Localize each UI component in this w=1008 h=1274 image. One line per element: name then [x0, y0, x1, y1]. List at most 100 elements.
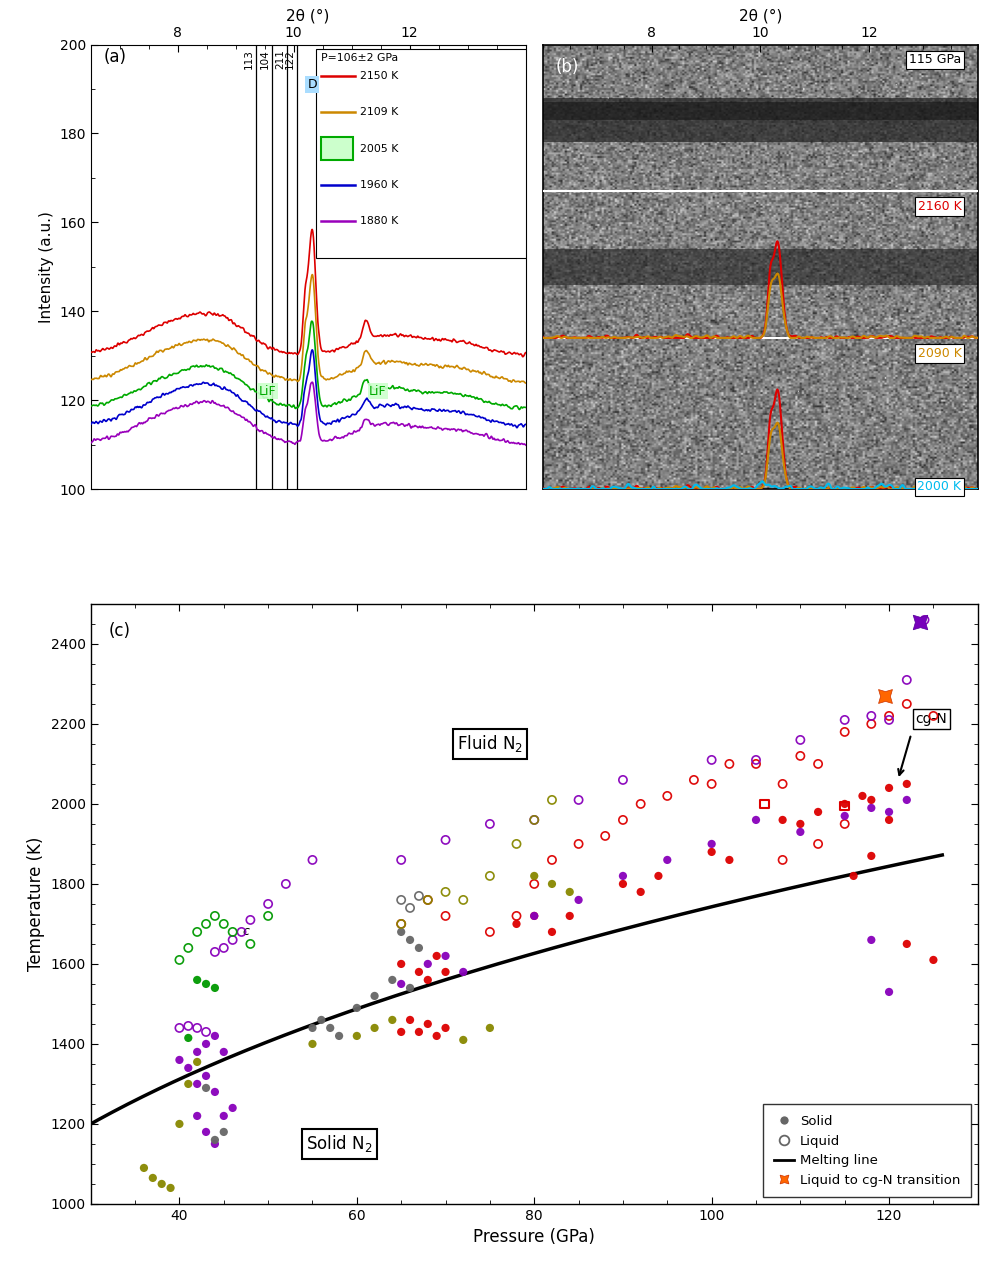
Point: [198, 1022, 214, 1042]
Text: D: D: [307, 78, 317, 90]
Point: [863, 706, 879, 726]
Point: [855, 786, 871, 806]
Point: [180, 938, 197, 958]
Text: 1960 K: 1960 K: [360, 180, 398, 190]
Point: [402, 898, 418, 919]
Point: [207, 906, 223, 926]
Point: [659, 786, 675, 806]
Point: [757, 794, 773, 814]
Point: [171, 1113, 187, 1134]
Point: [225, 921, 241, 941]
X-axis label: 2θ (°): 2θ (°): [286, 8, 330, 23]
Point: [863, 790, 879, 810]
Point: [482, 866, 498, 887]
Point: [190, 921, 206, 941]
Point: [384, 970, 400, 990]
Point: [198, 1033, 214, 1054]
Bar: [322, 138, 354, 159]
Point: [304, 1033, 321, 1054]
Point: [437, 829, 454, 850]
Point: [207, 941, 223, 962]
Point: [633, 794, 649, 814]
Point: [526, 906, 542, 926]
Point: [190, 1052, 206, 1073]
Point: [411, 962, 427, 982]
Point: [482, 921, 498, 941]
Text: 2000 K: 2000 K: [917, 480, 962, 493]
Point: [899, 694, 915, 715]
Point: [419, 970, 435, 990]
Point: [437, 1018, 454, 1038]
Point: [145, 1168, 161, 1189]
Point: [571, 790, 587, 810]
Point: [393, 954, 409, 975]
Point: [704, 842, 720, 862]
Point: [792, 814, 808, 834]
Point: [190, 1042, 206, 1063]
Point: [748, 754, 764, 775]
Point: [393, 850, 409, 870]
Point: [792, 730, 808, 750]
Point: [190, 1106, 206, 1126]
Point: [225, 1098, 241, 1119]
Point: [571, 833, 587, 854]
Point: [792, 745, 808, 766]
Point: [216, 1042, 232, 1063]
Point: [877, 685, 893, 706]
Point: [633, 882, 649, 902]
Text: 2160 K: 2160 K: [917, 200, 962, 213]
Bar: [543, 98, 978, 143]
Text: LiF: LiF: [259, 385, 276, 397]
Y-axis label: Intensity (a.u.): Intensity (a.u.): [38, 211, 53, 322]
Point: [393, 913, 409, 934]
Point: [508, 906, 524, 926]
Point: [615, 769, 631, 790]
Legend: Solid, Liquid, Melting line, Liquid to cg-N transition: Solid, Liquid, Melting line, Liquid to c…: [763, 1105, 971, 1198]
Point: [526, 810, 542, 831]
Point: [722, 850, 738, 870]
Point: [402, 930, 418, 950]
Text: 122: 122: [285, 48, 294, 69]
Point: [722, 754, 738, 775]
Point: [216, 938, 232, 958]
Point: [810, 833, 827, 854]
Point: [437, 882, 454, 902]
Point: [171, 1050, 187, 1070]
Point: [190, 1074, 206, 1094]
Point: [774, 810, 790, 831]
Point: [216, 1106, 232, 1126]
Point: [704, 833, 720, 854]
Point: [837, 814, 853, 834]
Point: [437, 945, 454, 966]
Point: [792, 822, 808, 842]
Point: [198, 973, 214, 994]
Point: [367, 1018, 383, 1038]
Point: [615, 810, 631, 831]
Ellipse shape: [803, 88, 804, 90]
Text: Solid N$_2$: Solid N$_2$: [305, 1134, 372, 1154]
Text: 104: 104: [260, 48, 270, 69]
Point: [153, 1173, 169, 1194]
Point: [863, 846, 879, 866]
Point: [428, 945, 445, 966]
Point: [207, 1026, 223, 1046]
Point: [837, 722, 853, 743]
Point: [659, 850, 675, 870]
Point: [304, 1018, 321, 1038]
Point: [837, 805, 853, 826]
Point: [881, 982, 897, 1003]
Point: [393, 1022, 409, 1042]
Point: [393, 921, 409, 941]
Point: [526, 874, 542, 894]
Point: [171, 949, 187, 970]
Point: [242, 910, 258, 930]
Point: [925, 706, 941, 726]
Point: [615, 874, 631, 894]
Point: [393, 973, 409, 994]
Point: [846, 866, 862, 887]
Point: [916, 610, 932, 631]
Point: [881, 777, 897, 798]
Text: 1880 K: 1880 K: [360, 217, 398, 227]
Text: P=106±2 GPa: P=106±2 GPa: [322, 54, 398, 64]
Point: [774, 850, 790, 870]
